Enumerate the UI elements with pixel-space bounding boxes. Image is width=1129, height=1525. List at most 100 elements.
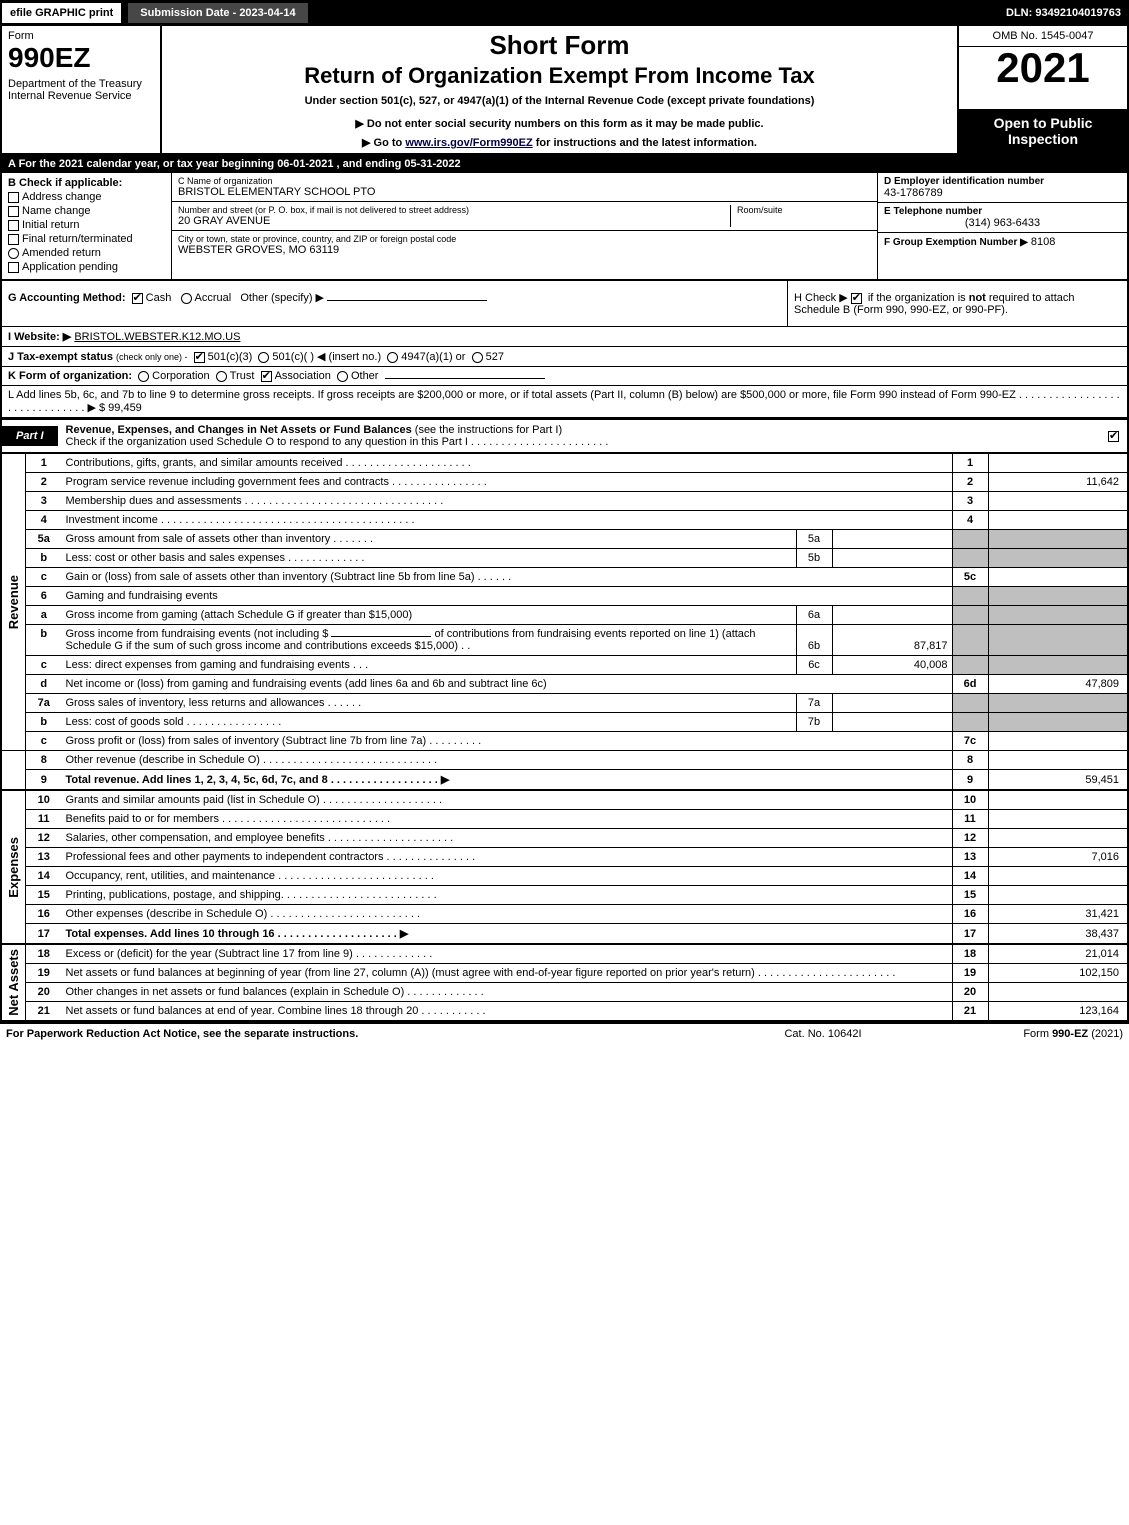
ssn-warning: ▶ Do not enter social security numbers o… <box>172 117 947 130</box>
j-4947-radio[interactable] <box>387 352 398 363</box>
g-cash-label: Cash <box>146 292 172 304</box>
footer-form-ref: Form 990-EZ (2021) <box>923 1028 1123 1040</box>
line-6d: d Net income or (loss) from gaming and f… <box>1 675 1128 694</box>
g-other-input[interactable] <box>327 300 487 301</box>
h-checkbox[interactable] <box>851 293 862 304</box>
row-a-taxyear: A For the 2021 calendar year, or tax yea… <box>0 155 1129 173</box>
efile-print-button[interactable]: efile GRAPHIC print <box>0 1 123 25</box>
g-accrual-label: Accrual <box>195 292 232 304</box>
f-label: F Group Exemption Number ▶ <box>884 237 1028 248</box>
b-opt-final-return[interactable]: Final return/terminated <box>8 233 165 245</box>
dln-label: DLN: 93492104019763 <box>1006 7 1129 19</box>
line-12: 12 Salaries, other compensation, and emp… <box>1 829 1128 848</box>
line-2: 2 Program service revenue including gove… <box>1 473 1128 492</box>
line-19: 19 Net assets or fund balances at beginn… <box>1 964 1128 983</box>
goto-post: for instructions and the latest informat… <box>533 137 757 149</box>
b-label: B Check if applicable: <box>8 177 165 189</box>
section-g: G Accounting Method: Cash Accrual Other … <box>2 281 787 326</box>
g-cash-checkbox[interactable] <box>132 293 143 304</box>
section-b: B Check if applicable: Address change Na… <box>2 173 172 279</box>
top-bar: efile GRAPHIC print Submission Date - 20… <box>0 0 1129 26</box>
c-name-value: BRISTOL ELEMENTARY SCHOOL PTO <box>178 186 871 198</box>
tax-year: 2021 <box>959 47 1127 89</box>
line-5a: 5a Gross amount from sale of assets othe… <box>1 530 1128 549</box>
d-ein: D Employer identification number 43-1786… <box>878 173 1127 203</box>
b-opt-amended-return[interactable]: Amended return <box>8 247 165 259</box>
open-public-inspection: Open to Public Inspection <box>959 109 1127 153</box>
part-i-header: Part I Revenue, Expenses, and Changes in… <box>0 419 1129 454</box>
k-label: K Form of organization: <box>8 370 132 382</box>
form-label: Form <box>8 30 154 42</box>
c-street-row: Number and street (or P. O. box, if mail… <box>172 202 877 231</box>
f-value: 8108 <box>1031 236 1055 248</box>
org-info-block: B Check if applicable: Address change Na… <box>0 173 1129 281</box>
submission-date-badge: Submission Date - 2023-04-14 <box>127 2 308 24</box>
c-city-label: City or town, state or province, country… <box>178 234 871 244</box>
part-i-schedule-o-checkbox[interactable] <box>1103 430 1127 442</box>
f-group-exemption: F Group Exemption Number ▶ 8108 <box>878 233 1127 279</box>
k-other-radio[interactable] <box>337 371 348 382</box>
section-h: H Check ▶ if the organization is not req… <box>787 281 1127 326</box>
h-not: not <box>969 292 986 304</box>
revenue-section-label: Revenue <box>6 575 21 629</box>
header-left: Form 990EZ Department of the Treasury In… <box>2 26 162 153</box>
g-other-label: Other (specify) ▶ <box>240 292 324 304</box>
i-website-link[interactable]: BRISTOL.WEBSTER.K12.MO.US <box>74 331 240 343</box>
d-value: 43-1786789 <box>884 187 1121 199</box>
e-label: E Telephone number <box>884 206 1121 217</box>
h-text2: if the organization is <box>865 292 969 304</box>
k-o2: Trust <box>230 370 255 382</box>
e-phone: E Telephone number (314) 963-6433 <box>878 203 1127 233</box>
department-label: Department of the Treasury Internal Reve… <box>8 78 154 102</box>
b-opt-name-change[interactable]: Name change <box>8 205 165 217</box>
b-opt-address-change[interactable]: Address change <box>8 191 165 203</box>
line-3: 3 Membership dues and assessments . . . … <box>1 492 1128 511</box>
j-527-radio[interactable] <box>472 352 483 363</box>
c-name-label: C Name of organization <box>178 176 871 186</box>
j-o1: 501(c)(3) <box>208 351 253 363</box>
k-assoc-checkbox[interactable] <box>261 371 272 382</box>
goto-pre: ▶ Go to <box>362 137 405 149</box>
line-18: Net Assets 18 Excess or (deficit) for th… <box>1 944 1128 964</box>
line-17: 17 Total expenses. Add lines 10 through … <box>1 924 1128 945</box>
g-label: G Accounting Method: <box>8 292 126 304</box>
irs-link[interactable]: www.irs.gov/Form990EZ <box>405 137 532 149</box>
block-gh: G Accounting Method: Cash Accrual Other … <box>0 281 1129 327</box>
j-o3: 4947(a)(1) or <box>401 351 465 363</box>
g-accrual-radio[interactable] <box>181 293 192 304</box>
c-street-label: Number and street (or P. O. box, if mail… <box>178 205 724 215</box>
c-city-value: WEBSTER GROVES, MO 63119 <box>178 244 871 256</box>
j-501c3-checkbox[interactable] <box>194 352 205 363</box>
row-j-taxexempt: J Tax-exempt status (check only one) - 5… <box>0 347 1129 367</box>
b-opt-application-pending[interactable]: Application pending <box>8 261 165 273</box>
line-6b: b Gross income from fundraising events (… <box>1 625 1128 656</box>
header-right: OMB No. 1545-0047 2021 Open to Public In… <box>957 26 1127 153</box>
k-corp-radio[interactable] <box>138 371 149 382</box>
line-10: Expenses 10 Grants and similar amounts p… <box>1 790 1128 810</box>
l-text: L Add lines 5b, 6c, and 7b to line 9 to … <box>8 389 1120 414</box>
line-6c: c Less: direct expenses from gaming and … <box>1 656 1128 675</box>
j-o2: 501(c)( ) ◀ (insert no.) <box>272 351 381 363</box>
part-i-tag: Part I <box>2 426 58 446</box>
form-header: Form 990EZ Department of the Treasury In… <box>0 26 1129 155</box>
row-i-website: I Website: ▶ BRISTOL.WEBSTER.K12.MO.US <box>0 327 1129 347</box>
part-i-title: Revenue, Expenses, and Changes in Net As… <box>58 420 1103 452</box>
line-6b-blank[interactable] <box>331 636 431 637</box>
line-1: Revenue 1 Contributions, gifts, grants, … <box>1 454 1128 473</box>
footer-cat-no: Cat. No. 10642I <box>723 1028 923 1040</box>
d-label: D Employer identification number <box>884 176 1121 187</box>
goto-line: ▶ Go to www.irs.gov/Form990EZ for instru… <box>172 136 947 149</box>
b-opt-initial-return[interactable]: Initial return <box>8 219 165 231</box>
j-501c-radio[interactable] <box>258 352 269 363</box>
line-6: 6 Gaming and fundraising events <box>1 587 1128 606</box>
j-o4: 527 <box>486 351 504 363</box>
k-other-input[interactable] <box>385 378 545 379</box>
page-footer: For Paperwork Reduction Act Notice, see … <box>0 1022 1129 1044</box>
section-c: C Name of organization BRISTOL ELEMENTAR… <box>172 173 877 279</box>
line-7c: c Gross profit or (loss) from sales of i… <box>1 732 1128 751</box>
revenue-table: Revenue 1 Contributions, gifts, grants, … <box>0 454 1129 1022</box>
expenses-section-label: Expenses <box>6 837 21 898</box>
line-21: 21 Net assets or fund balances at end of… <box>1 1002 1128 1022</box>
line-20: 20 Other changes in net assets or fund b… <box>1 983 1128 1002</box>
k-trust-radio[interactable] <box>216 371 227 382</box>
